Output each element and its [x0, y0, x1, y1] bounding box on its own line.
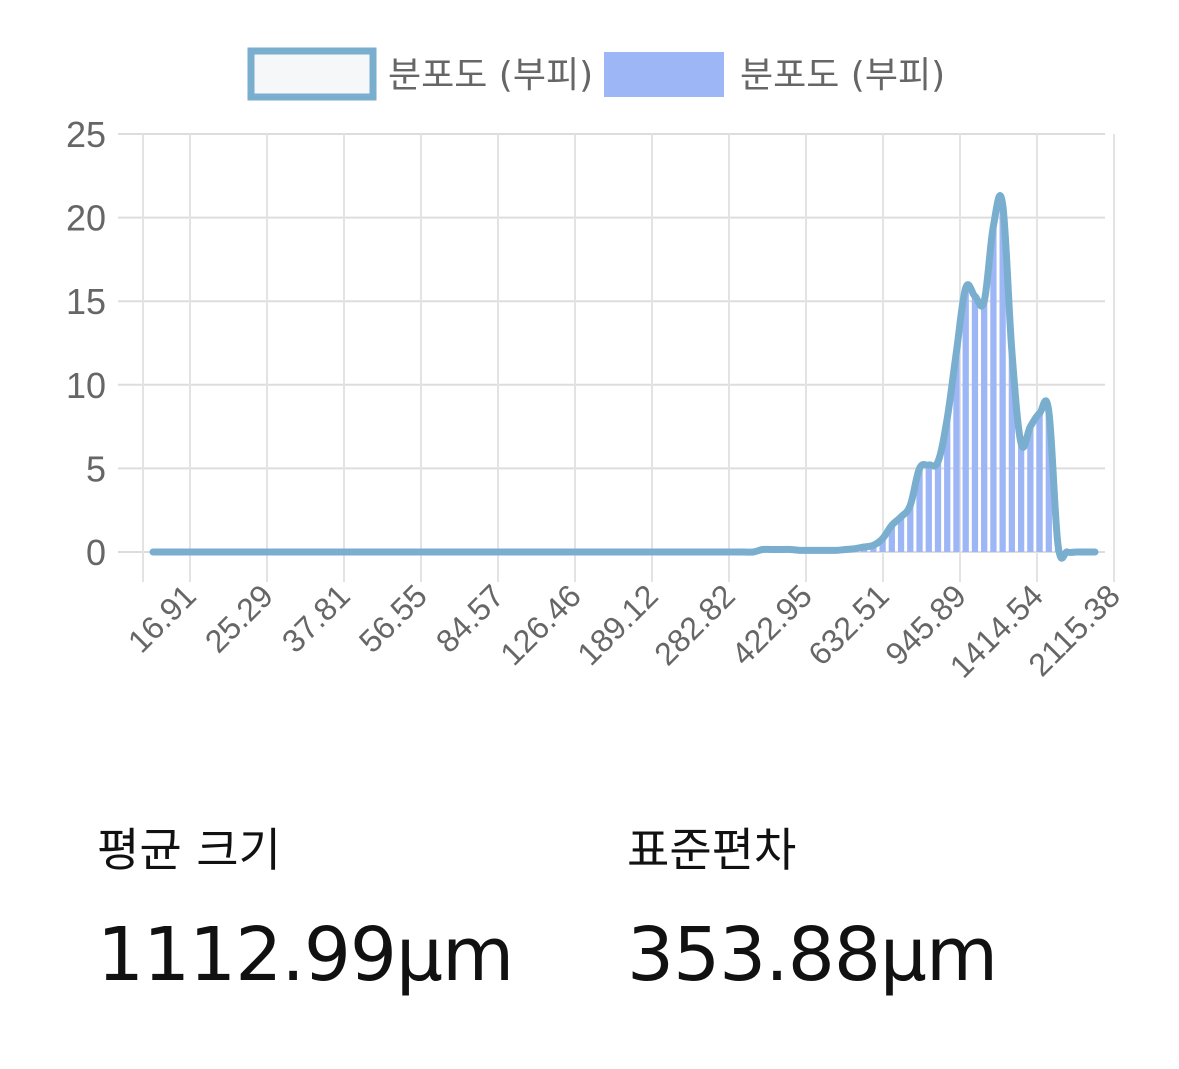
distribution-line	[149, 192, 1099, 562]
mean-size-value: 1112.99μm	[97, 912, 514, 998]
bar	[934, 461, 942, 552]
x-tick-label: 25.29	[198, 577, 280, 659]
legend-label-line: 분포도 (부피)	[388, 55, 593, 96]
bar	[944, 418, 951, 552]
bar	[925, 465, 932, 552]
std-dev-value: 353.88μm	[627, 912, 998, 998]
y-tick-label: 0	[86, 532, 106, 573]
particle-distribution-chart: 분포도 (부피) 분포도 (부피) 25 20 15 10 5 0 16.9125.293…	[66, 47, 1127, 685]
x-tick-label: 126.46	[493, 577, 588, 672]
bar	[907, 505, 914, 552]
y-tick-label: 25	[66, 114, 106, 155]
bar	[999, 204, 1006, 552]
std-dev-stat: 표준편차 353.88μm	[627, 820, 998, 1000]
bar	[1017, 443, 1025, 552]
x-tick-label: 632.51	[801, 577, 896, 672]
y-tick-label: 5	[86, 448, 106, 489]
line-series	[149, 192, 1099, 562]
x-axis-ticks: 16.9125.2937.8156.5584.57126.46189.12282…	[121, 577, 1127, 684]
chart-legend[interactable]: 분포도 (부피) 분포도 (부피)	[247, 47, 945, 101]
legend-swatch-bar	[604, 52, 724, 97]
std-dev-label: 표준편차	[627, 823, 797, 877]
y-tick-label: 10	[66, 365, 106, 406]
x-tick-label: 16.91	[121, 577, 203, 659]
bar	[916, 468, 923, 552]
legend-swatch-line	[247, 47, 377, 101]
x-tick-label: 56.55	[352, 577, 434, 659]
y-tick-label: 20	[66, 198, 106, 239]
bar	[888, 525, 895, 552]
stats-panel: 평균 크기 1112.99μm 표준편차 353.88μm	[0, 820, 1179, 1060]
bar	[1027, 426, 1034, 552]
mean-size-stat: 평균 크기 1112.99μm	[97, 820, 514, 1000]
bar	[953, 351, 960, 552]
bar	[1036, 413, 1043, 552]
legend-item-line[interactable]: 분포도 (부피)	[247, 47, 593, 101]
mean-size-label: 평균 크기	[97, 823, 281, 877]
y-axis-ticks: 25 20 15 10 5 0	[66, 114, 106, 573]
x-tick-label: 37.81	[275, 577, 357, 659]
bar	[1008, 351, 1016, 552]
bar	[897, 516, 905, 552]
bar	[879, 538, 886, 552]
x-tick-label: 189.12	[570, 577, 665, 672]
bar	[990, 225, 997, 552]
bar	[971, 296, 979, 552]
x-tick-label: 422.95	[724, 577, 819, 672]
bar	[962, 287, 969, 552]
bar	[1045, 411, 1052, 552]
y-tick-label: 15	[66, 281, 106, 322]
x-tick-label: 282.82	[647, 577, 742, 672]
legend-label-bar: 분포도 (부피)	[740, 55, 945, 96]
bar	[981, 301, 988, 552]
legend-item-bar[interactable]: 분포도 (부피)	[604, 52, 945, 97]
